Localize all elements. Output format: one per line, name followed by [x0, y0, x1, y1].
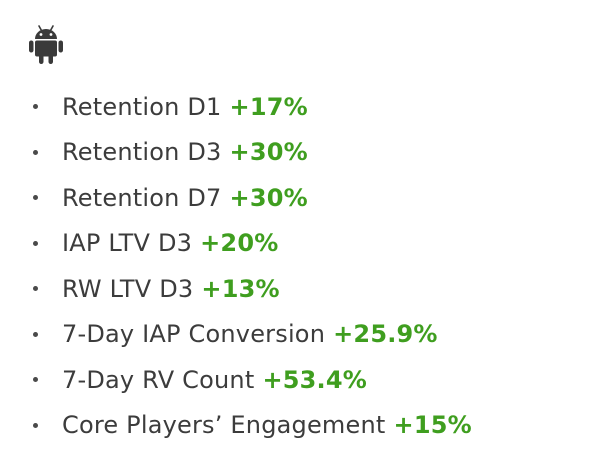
bullet-icon: [30, 420, 40, 430]
metric-change: +15%: [393, 411, 472, 440]
metric-label: Core Players’ Engagement: [62, 411, 386, 440]
metric-change: +53.4%: [262, 365, 368, 394]
list-item: Retention D3 +30%: [28, 130, 588, 176]
metric-change: +25.9%: [333, 320, 438, 349]
metric-change: +30%: [229, 138, 308, 167]
metric-label: Retention D7: [62, 183, 222, 212]
metric-label: RW LTV D3: [62, 274, 194, 303]
list-item: 7-Day RV Count +53.4%: [28, 357, 588, 403]
bullet-icon: [30, 375, 40, 385]
list-item: Retention D7 +30%: [28, 175, 588, 221]
metric-change: +20%: [200, 229, 279, 258]
metric-label: Retention D3: [62, 138, 222, 167]
bullet-icon: [30, 102, 40, 112]
metric-label: Retention D1: [62, 92, 222, 121]
list-item: IAP LTV D3 +20%: [28, 221, 588, 267]
bullet-icon: [30, 329, 40, 339]
metrics-list: Retention D1 +17% Retention D3 +30% Retentio…: [28, 84, 588, 448]
metric-label: 7-Day RV Count: [62, 365, 255, 394]
list-item: RW LTV D3 +13%: [28, 266, 588, 312]
metric-change: +30%: [229, 183, 308, 212]
bullet-icon: [30, 193, 40, 203]
metric-label: 7-Day IAP Conversion: [62, 320, 326, 349]
bullet-icon: [30, 284, 40, 294]
list-item: Core Players’ Engagement +15%: [28, 403, 588, 449]
list-item: 7-Day IAP Conversion +25.9%: [28, 312, 588, 358]
android-icon: [29, 25, 63, 64]
list-item: Retention D1 +17%: [28, 84, 588, 130]
metric-change: +17%: [229, 92, 308, 121]
bullet-icon: [30, 238, 40, 248]
bullet-icon: [30, 147, 40, 157]
metric-change: +13%: [201, 274, 280, 303]
metric-label: IAP LTV D3: [62, 229, 193, 258]
